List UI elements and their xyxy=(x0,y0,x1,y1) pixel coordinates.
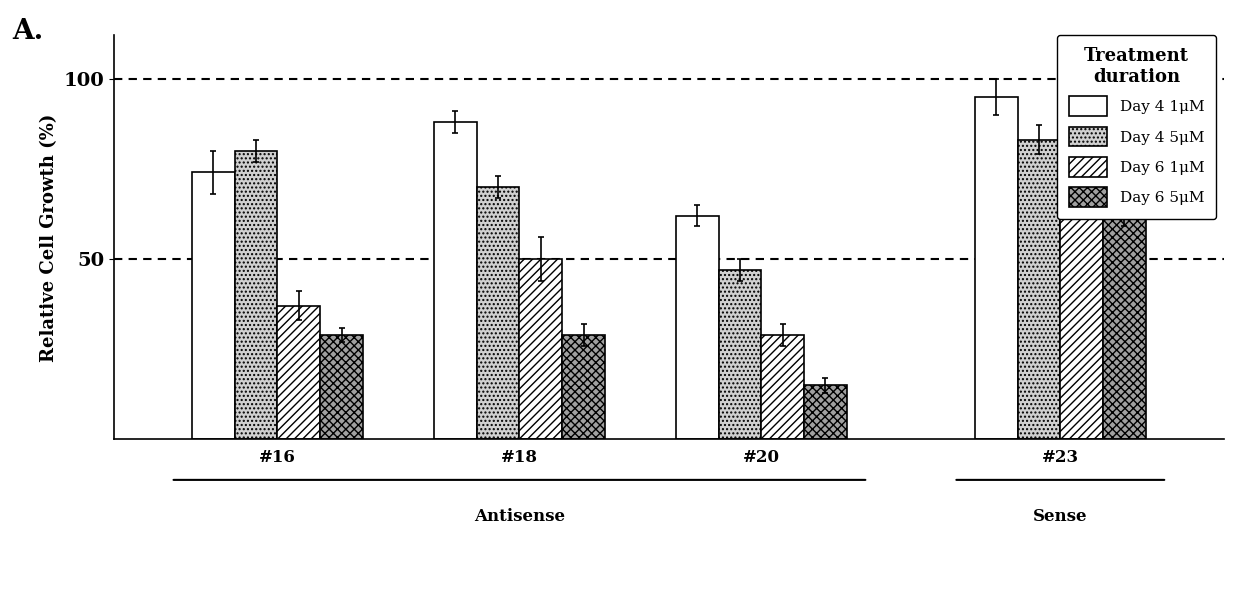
Bar xyxy=(519,259,563,440)
Text: Sense: Sense xyxy=(1033,508,1088,525)
Bar xyxy=(477,187,519,440)
Bar xyxy=(975,97,1017,440)
Bar xyxy=(320,335,363,440)
Y-axis label: Relative Cell Growth (%): Relative Cell Growth (%) xyxy=(40,113,58,362)
Bar xyxy=(719,270,762,440)
Bar xyxy=(676,216,719,440)
Bar xyxy=(762,335,804,440)
Bar xyxy=(434,122,477,440)
Bar xyxy=(1103,219,1146,440)
Bar xyxy=(1061,165,1103,440)
Legend: Day 4 1μM, Day 4 5μM, Day 6 1μM, Day 6 5μM: Day 4 1μM, Day 4 5μM, Day 6 1μM, Day 6 5… xyxy=(1057,35,1217,219)
Bar xyxy=(563,335,605,440)
Text: Antisense: Antisense xyxy=(475,508,565,525)
Bar xyxy=(192,172,234,440)
Text: A.: A. xyxy=(12,18,43,45)
Bar xyxy=(278,306,320,440)
Bar xyxy=(1017,140,1061,440)
Bar xyxy=(804,386,846,440)
Bar xyxy=(234,151,278,440)
